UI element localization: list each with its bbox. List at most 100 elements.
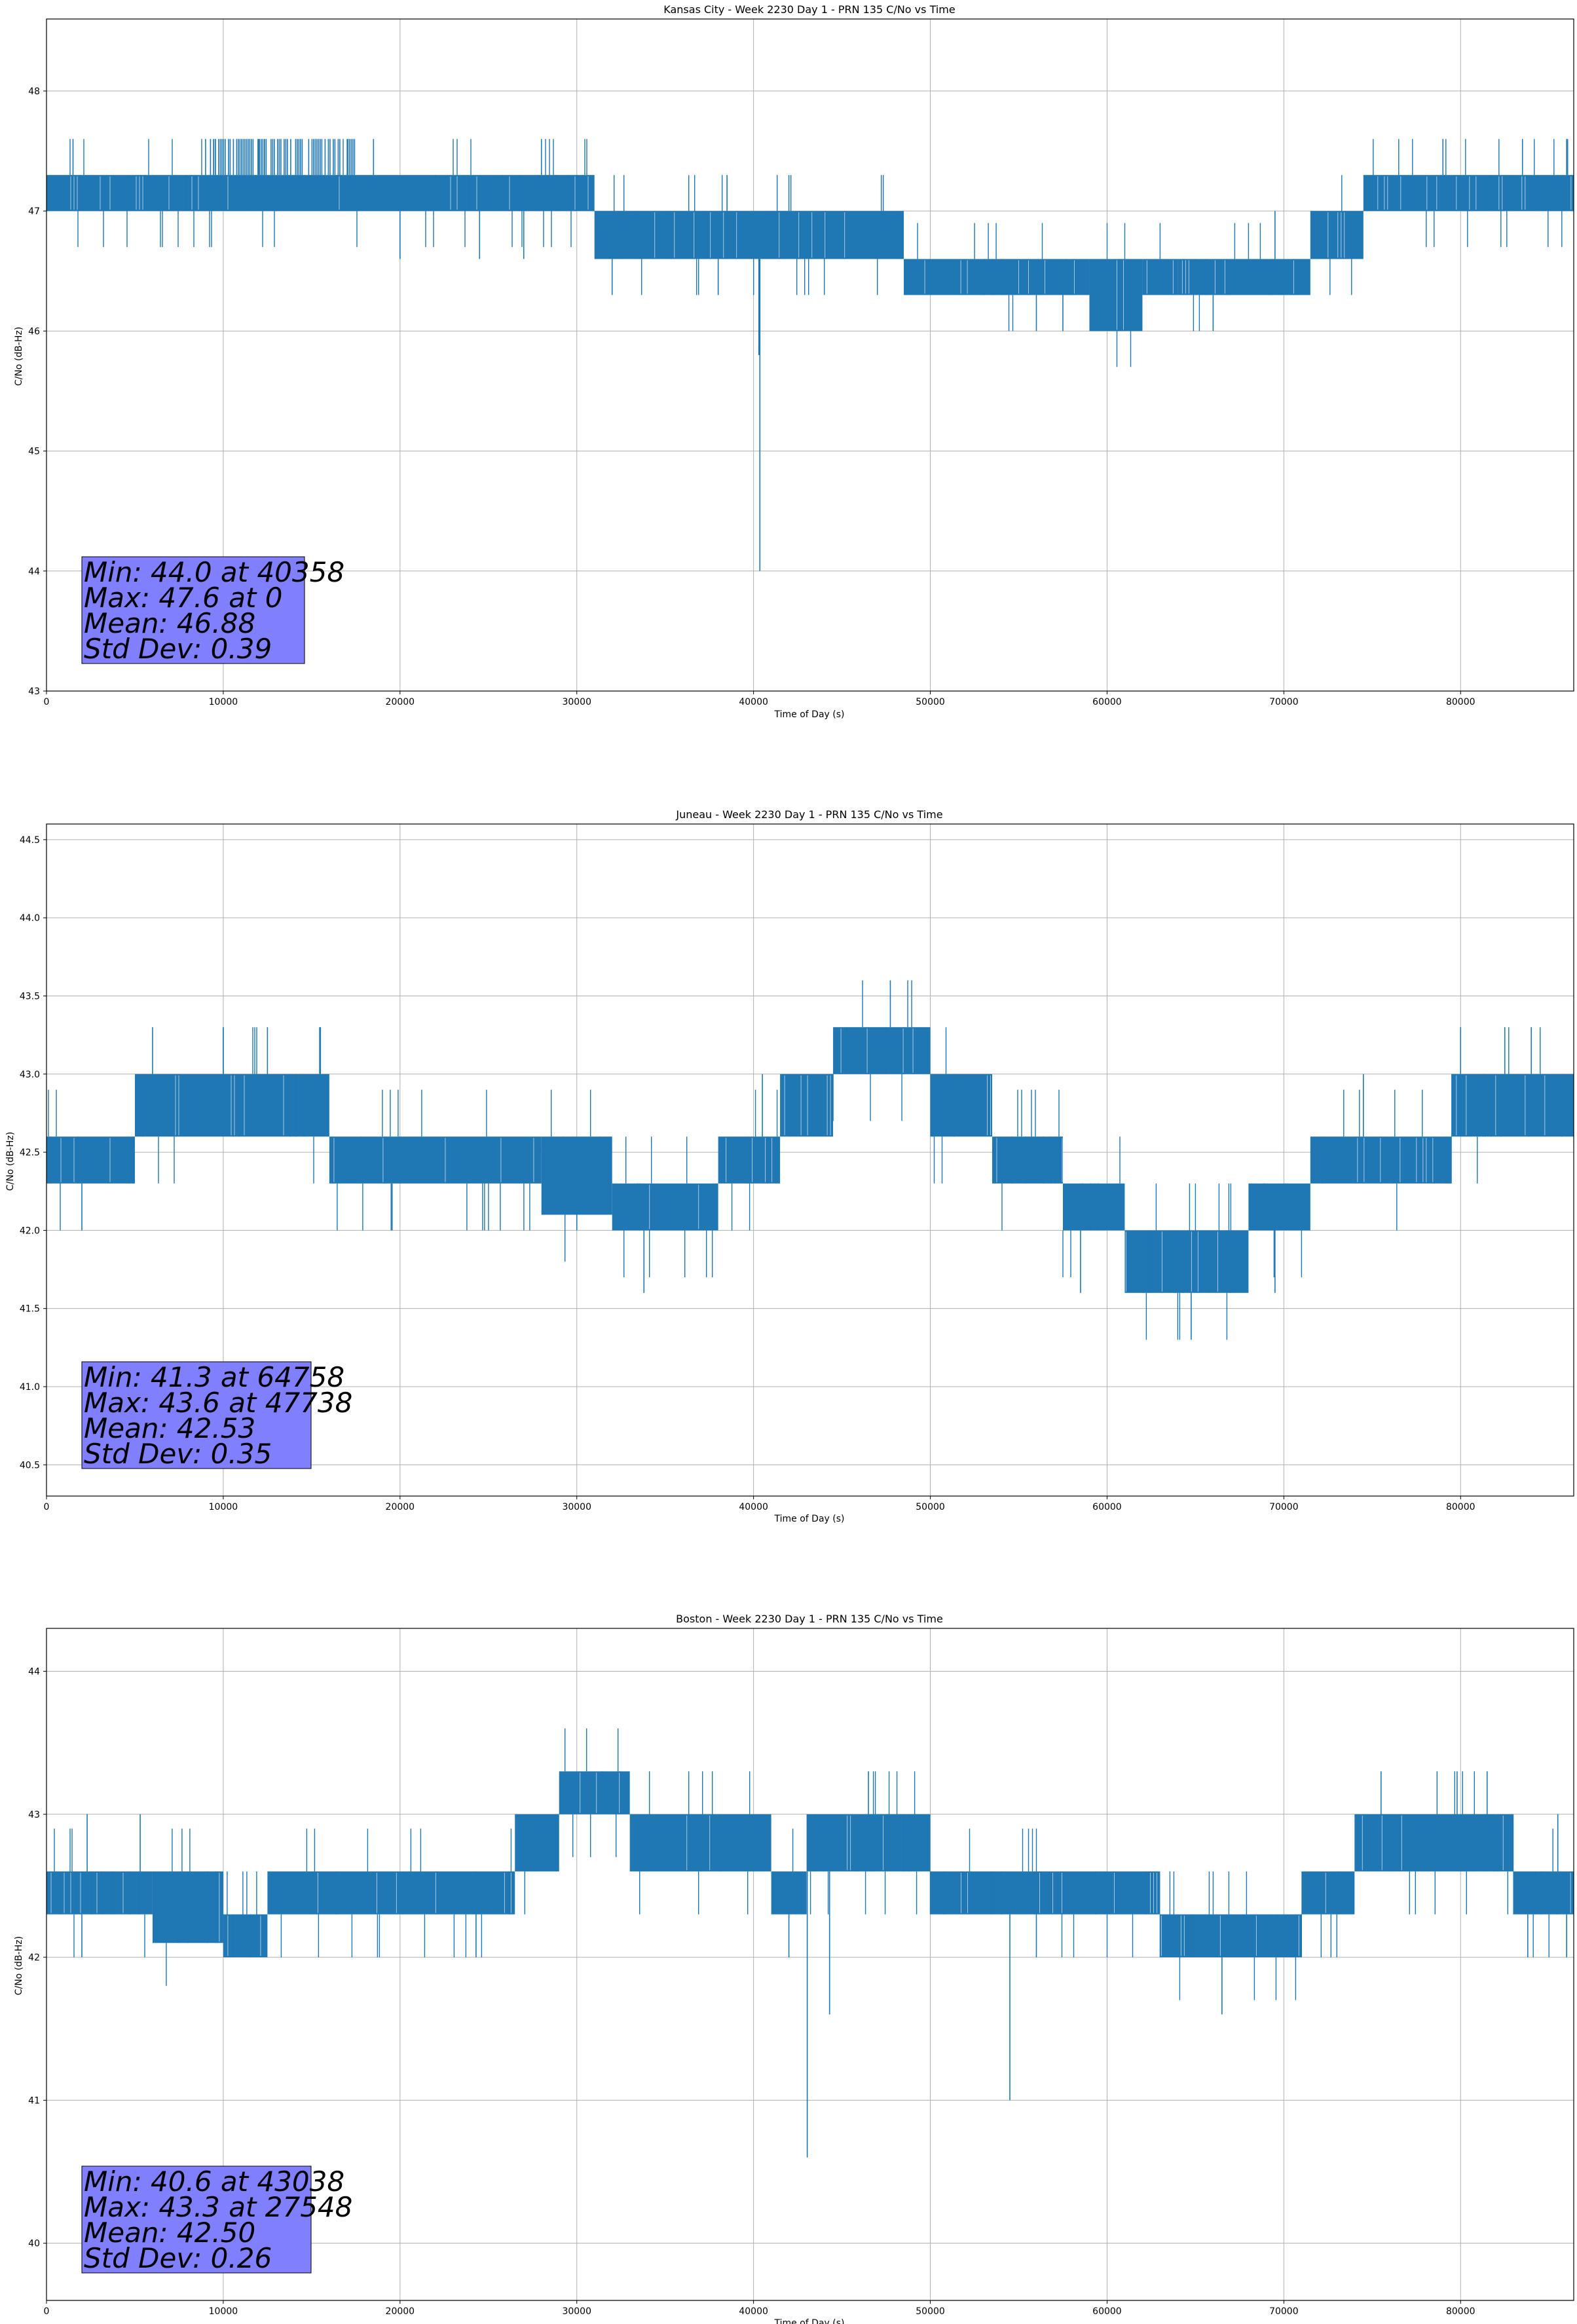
y-tick-label: 47 — [28, 206, 40, 217]
stats-std-dev: Std Dev: 0.39 — [84, 633, 272, 665]
data-band — [1513, 1871, 1574, 1915]
x-tick-label: 0 — [44, 2306, 50, 2317]
data-band — [1248, 1183, 1310, 1231]
band-texture — [1357, 1138, 1434, 1182]
y-tick-label: 43.0 — [20, 1070, 40, 1080]
y-tick-label: 44 — [28, 1666, 40, 1677]
band-texture — [1160, 1915, 1299, 1957]
x-tick-label: 10000 — [209, 1502, 238, 1512]
band-texture — [1018, 260, 1075, 294]
data-band — [1301, 1871, 1355, 1915]
chart-kansas-city: 0 10000 20000 30000 40000 50000 60000 70000 8000… — [14, 3, 1574, 720]
band-texture — [784, 1075, 831, 1136]
x-tick-label: 50000 — [916, 1502, 945, 1512]
stats-mean: Mean: 42.53 — [84, 1412, 255, 1444]
band-excursions — [1062, 1136, 1121, 1277]
x-tick-label: 50000 — [916, 2306, 945, 2317]
x-tick-label: 60000 — [1092, 697, 1122, 707]
band-excursions — [166, 1828, 218, 1986]
y-tick-label: 43.5 — [20, 991, 40, 1002]
band-excursions — [1263, 1183, 1303, 1277]
stats-min: Min: 41.3 at 64758 — [84, 1361, 344, 1393]
band-texture — [924, 260, 968, 294]
data-band — [1451, 1074, 1574, 1137]
band-excursions — [524, 1814, 557, 1915]
band-texture — [1181, 260, 1294, 294]
chart-title: Boston - Week 2230 Day 1 - PRN 135 C/No … — [676, 1613, 943, 1625]
data-band — [992, 1136, 1063, 1184]
stats-max: Max: 43.6 at 47738 — [84, 1387, 352, 1419]
band-excursions — [905, 223, 997, 295]
data-band — [612, 1183, 718, 1231]
x-axis-label: Time of Day (s) — [774, 2318, 845, 2324]
stats-box-background — [81, 1361, 312, 1469]
stats-mean: Mean: 46.88 — [84, 607, 255, 639]
x-tick-label: 0 — [44, 697, 50, 707]
data-band — [1062, 1183, 1125, 1231]
band-excursions — [1451, 1027, 1563, 1184]
chart-juneau: 0 10000 20000 30000 40000 50000 60000 70000 8000… — [5, 808, 1574, 1524]
band-texture — [686, 1815, 711, 1871]
band-texture — [1117, 260, 1124, 330]
band-excursions — [623, 1136, 717, 1277]
x-tick-label: 80000 — [1446, 697, 1475, 707]
y-tick-label: 44.0 — [20, 913, 40, 924]
cno-series — [46, 980, 1574, 1340]
band-texture — [580, 1772, 620, 1813]
data-band — [329, 1136, 542, 1184]
y-axis-label: C/No (dB-Hz) — [14, 327, 24, 386]
data-band — [594, 211, 904, 259]
stats-box-background — [81, 2165, 312, 2274]
y-tick-label: 41.0 — [20, 1382, 40, 1393]
stats-mean: Mean: 42.50 — [84, 2217, 255, 2249]
band-texture — [847, 1815, 884, 1871]
y-tick-label: 44.5 — [20, 835, 40, 846]
x-tick-label: 40000 — [739, 2306, 768, 2317]
x-tick-label: 30000 — [562, 1502, 591, 1512]
band-texture — [1327, 212, 1345, 258]
data-band — [1178, 259, 1310, 295]
data-band — [541, 1136, 612, 1215]
cno-series — [46, 1728, 1574, 2158]
stats-std-dev: Std Dev: 0.35 — [84, 1438, 272, 1470]
band-texture — [961, 1873, 1053, 1913]
stats-box: Min: 40.6 at 43038 Max: 43.3 at 27548 Me… — [81, 2165, 352, 2274]
band-texture — [649, 1184, 699, 1229]
band-texture — [50, 1873, 124, 1913]
band-excursions — [48, 1089, 134, 1231]
band-texture — [987, 1075, 991, 1136]
x-axis-label: Time of Day (s) — [774, 709, 845, 720]
stats-std-dev: Std Dev: 0.26 — [84, 2242, 272, 2274]
x-tick-label: 50000 — [916, 697, 945, 707]
band-excursions — [565, 1728, 621, 1858]
stats-box: Min: 44.0 at 40358 Max: 47.6 at 0 Mean: … — [81, 556, 344, 665]
x-tick-label: 30000 — [562, 2306, 591, 2317]
data-band — [267, 1871, 515, 1915]
x-tick-label: 10000 — [209, 697, 238, 707]
data-band — [46, 1871, 153, 1915]
band-excursions — [614, 175, 904, 295]
band-texture — [1125, 1231, 1218, 1292]
data-band — [718, 1136, 781, 1184]
x-tick-label: 20000 — [386, 697, 415, 707]
axes-frame — [46, 18, 1574, 692]
band-excursions — [142, 1027, 320, 1184]
band-excursions — [1183, 223, 1295, 331]
data-band — [780, 1074, 834, 1137]
y-tick-label: 45 — [28, 447, 40, 457]
data-band — [46, 1136, 135, 1184]
y-axis-label: C/No (dB-Hz) — [14, 1936, 24, 1995]
band-excursions — [1301, 1871, 1339, 1958]
data-band — [223, 1914, 268, 1958]
band-texture — [1456, 1075, 1546, 1136]
peak-band — [205, 139, 356, 176]
x-tick-label: 70000 — [1269, 697, 1299, 707]
band-excursions — [1159, 1871, 1297, 2000]
x-tick-label: 40000 — [739, 1502, 768, 1512]
band-excursions — [1106, 223, 1132, 367]
band-excursions — [1513, 1828, 1567, 1958]
data-band — [134, 1074, 329, 1137]
band-excursions — [1373, 139, 1568, 248]
band-texture — [333, 1138, 534, 1182]
